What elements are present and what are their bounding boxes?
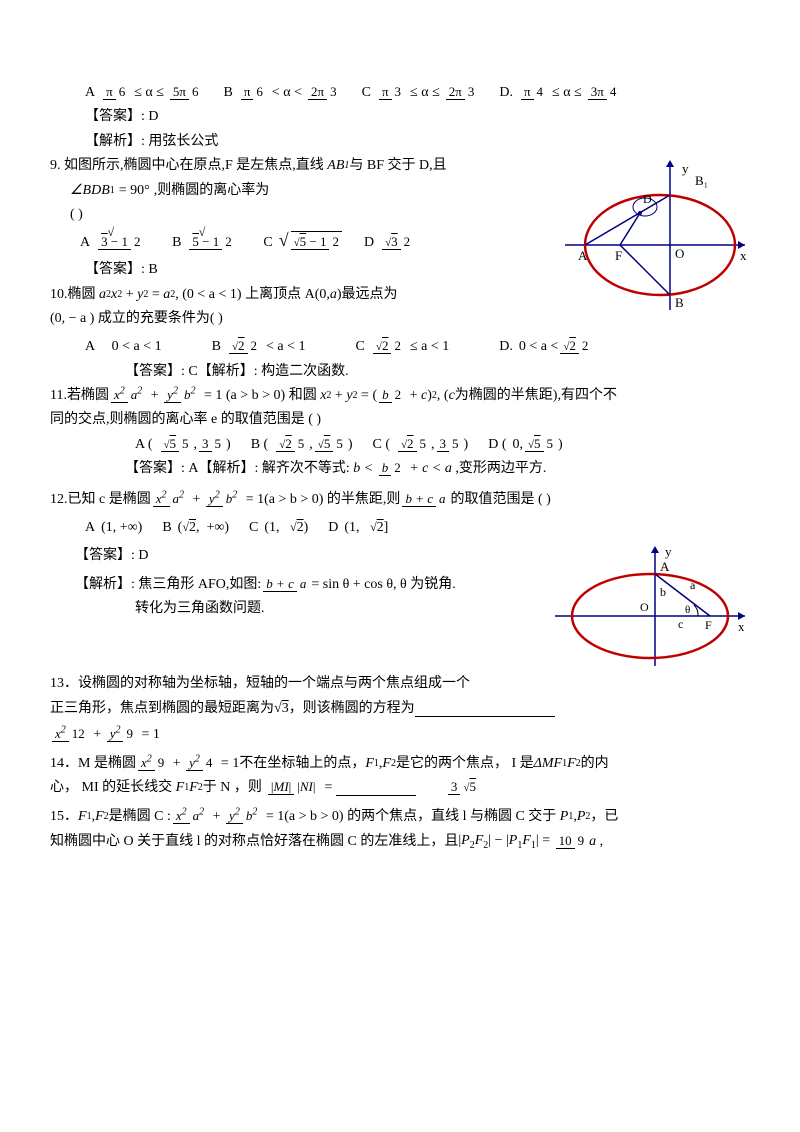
q11-opt-b: B ( √25 , √55 ) xyxy=(251,434,353,456)
q12-opt-c: C(1, √2) xyxy=(249,517,308,539)
figure-2: A O F x y b a c θ xyxy=(550,541,750,671)
svg-text:x: x xyxy=(738,619,745,634)
q9-opt-d: D √32 xyxy=(364,232,415,254)
q9-answer: 【答案】: B xyxy=(85,259,550,281)
q9-opt-c: C √ √5 − 12 xyxy=(263,228,344,257)
q10-opt-a: A 0 < a < 1 xyxy=(85,336,162,358)
q9-stem-1: 9. 如图所示,椭圆中心在原点,F 是左焦点,直线 AB1 与 BF 交于 D,… xyxy=(50,155,550,177)
q12-opt-b: B(√2, +∞) xyxy=(162,517,229,539)
q12-answer: 【答案】: D xyxy=(75,545,540,567)
q15-stem-1: 15． F1, F2 是椭圆 C : x2a2 + y2b2 = 1 (a > … xyxy=(50,806,750,828)
q13-blank xyxy=(415,702,555,717)
q10-stem-2: (0, − a ) 成立的充要条件为( ) xyxy=(50,308,550,330)
svg-text:y: y xyxy=(682,161,689,176)
q11-opt-c: C ( √25 , 35 ) xyxy=(372,434,468,456)
q13-stem-2: 正三角形，焦点到椭圆的最短距离为 √3 ，则该椭圆的方程为 xyxy=(50,698,750,720)
q14-blank xyxy=(336,781,416,796)
q11-answer: 【答案】: A【解析】: 解齐次不等式: b < b2 + c < a ,变形两… xyxy=(125,458,750,480)
q12-opt-d: D(1, √2] xyxy=(328,517,388,539)
q9-opt-b: B 5 − 12 √ xyxy=(172,232,243,254)
q9-stem-2: ∠BDB1 = 90° ,则椭圆的离心率为 xyxy=(70,180,550,202)
svg-text:c: c xyxy=(678,617,683,631)
q9-opt-a: A 3 − 12 √ xyxy=(80,232,152,254)
svg-text:B: B xyxy=(675,295,684,310)
q12-stem: 12.已知 c 是椭圆 x2a2 + y2b2 = 1 (a > b > 0) … xyxy=(50,489,750,511)
svg-text:O: O xyxy=(640,600,649,614)
svg-text:F: F xyxy=(705,618,712,632)
q10-opt-c: C √22 ≤ a < 1 xyxy=(356,336,450,358)
q11-stem-1: 11.若椭圆 x2a2 + y2b2 = 1 (a > b > 0) 和圆 x2… xyxy=(50,385,750,407)
q8-answer: 【答案】: D xyxy=(85,106,750,128)
svg-text:A: A xyxy=(660,559,670,574)
q11-opt-d: D ( 0, √55 ) xyxy=(488,434,563,456)
q11-opt-a: A ( √55 , 35 ) xyxy=(135,434,231,456)
q8-opt-b: B π6 < α < 2π3 xyxy=(223,82,341,104)
q8-opt-a: A π6 ≤ α ≤ 5π6 xyxy=(85,82,203,104)
q12-solution: 【解析】: 焦三角形 AFO,如图: b + ca = sin θ + cos … xyxy=(75,574,540,596)
q9-options: A 3 − 12 √ B 5 − 12 √ C √ √5 − 12 D √32 xyxy=(80,228,550,257)
svg-text:D: D xyxy=(643,192,652,206)
svg-text:x: x xyxy=(740,248,747,263)
svg-text:θ: θ xyxy=(685,604,690,616)
q14-stem-2: 心， MI 的延长线交 F1F2 于 N ，则 |MI||NI| = 3√5 xyxy=(50,777,750,800)
q10-opt-d: D. 0 < a < √22 xyxy=(499,336,593,358)
svg-text:A: A xyxy=(578,248,588,263)
q11-options: A ( √55 , 35 ) B ( √25 , √55 ) C ( √25 ,… xyxy=(135,434,750,456)
q10-opt-b: B √22 < a < 1 xyxy=(212,336,306,358)
q15-stem-2: 知椭圆中心 O 关于直线 l 的对称点恰好落在椭圆 C 的左准线上，且 |P2F… xyxy=(50,830,750,854)
q8-opt-d: D. π4 ≤ α ≤ 3π4 xyxy=(499,82,621,104)
svg-text:O: O xyxy=(675,246,684,261)
q8-opt-c: C π3 ≤ α ≤ 2π3 xyxy=(362,82,480,104)
q12-solution-2: 转化为三角函数问题. xyxy=(135,598,540,620)
q12-opt-a: A(1, +∞) xyxy=(85,517,142,539)
svg-text:B₁: B₁ xyxy=(695,173,708,188)
q14-stem-1: 14．M 是椭圆 x29 + y24 = 1 不在坐标轴上的点， F1, F2 … xyxy=(50,753,750,775)
q10-stem-1: 10.椭圆 a2x2 + y2 = a2 , (0 < a < 1) 上离顶点 … xyxy=(50,284,550,306)
svg-text:F: F xyxy=(615,248,622,263)
svg-text:a: a xyxy=(690,578,696,592)
q12-options: A(1, +∞) B(√2, +∞) C(1, √2) D(1, √2] xyxy=(85,517,750,539)
q13-stem-1: 13．设椭圆的对称轴为坐标轴，短轴的一个端点与两个焦点组成一个 xyxy=(50,673,750,695)
q10-answer: 【答案】: C【解析】: 构造二次函数. xyxy=(125,361,750,383)
q8-options: A π6 ≤ α ≤ 5π6 B π6 < α < 2π3 C π3 ≤ α ≤… xyxy=(85,82,750,104)
q9-paren: ( ) xyxy=(70,204,550,226)
figure-1: y B₁ D A F O x B xyxy=(560,155,750,315)
q11-stem-2: 同的交点,则椭圆的离心率 e 的取值范围是 ( ) xyxy=(50,409,750,431)
q13-answer: x212 + y29 = 1 xyxy=(50,724,750,746)
svg-text:y: y xyxy=(665,544,672,559)
svg-text:b: b xyxy=(660,585,666,599)
q8-solution: 【解析】: 用弦长公式 xyxy=(85,131,750,153)
q10-options: A 0 < a < 1 B √22 < a < 1 C √22 ≤ a < 1 … xyxy=(85,336,750,358)
